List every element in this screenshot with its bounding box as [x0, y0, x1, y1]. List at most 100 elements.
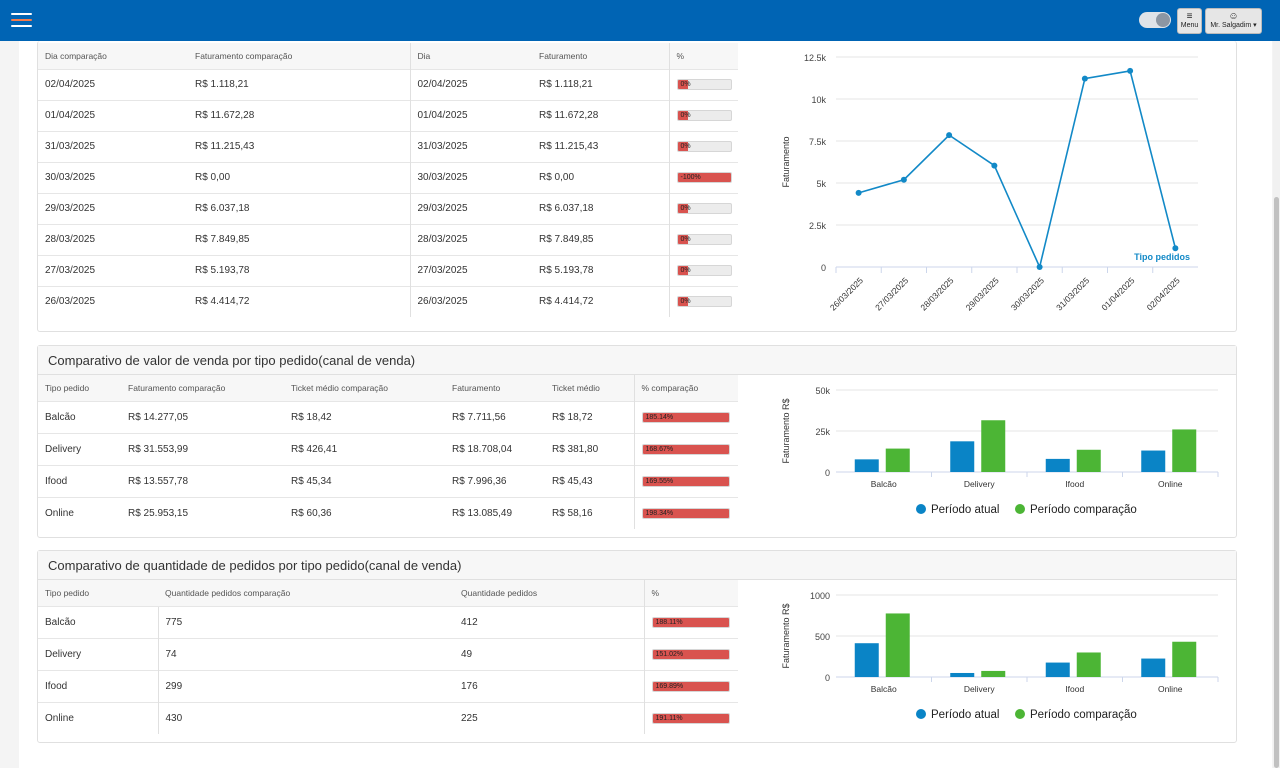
- legend-marker: [916, 709, 926, 719]
- table-row[interactable]: Delivery R$ 31.553,99 R$ 426,41 R$ 18.708,0…: [38, 432, 738, 465]
- table-cell: 31/03/2025: [38, 130, 188, 162]
- menu-button[interactable]: ≡ Menu: [1177, 8, 1202, 34]
- table-cell: R$ 11.672,28: [532, 99, 669, 131]
- table-row[interactable]: Balcão R$ 14.277,05 R$ 18,42 R$ 7.711,56 R$ …: [38, 400, 738, 433]
- table-row[interactable]: 28/03/2025 R$ 7.849,85 28/03/2025 R$ 7.849,…: [38, 223, 738, 255]
- percent-bar-fill: [642, 412, 729, 422]
- column-header: % comparação: [633, 375, 738, 401]
- scrollbar-thumb[interactable]: [1274, 197, 1279, 768]
- table-row[interactable]: Ifood 299 176 169.89%: [38, 669, 738, 702]
- table-cell: Online: [38, 701, 158, 734]
- legend-marker: [916, 504, 926, 514]
- moon-icon: [1156, 13, 1170, 27]
- table-cell: R$ 18,42: [284, 400, 445, 433]
- percent-label: 0%: [680, 143, 691, 150]
- percent-cell: 191.11%: [643, 701, 738, 734]
- percent-bar: 0%: [676, 234, 732, 245]
- percent-cell: 198.34%: [633, 496, 738, 529]
- percent-label: 0%: [680, 267, 691, 274]
- table-row[interactable]: 01/04/2025 R$ 11.672,28 01/04/2025 R$ 11.67…: [38, 99, 738, 131]
- y-axis-title: Faturamento R$: [781, 398, 791, 463]
- data-point: [900, 176, 907, 183]
- percent-bar-fill: [652, 649, 729, 659]
- table-row[interactable]: Delivery 74 49 151.02%: [38, 637, 738, 670]
- table-cell: R$ 13.557,78: [121, 464, 284, 497]
- user-menu-button[interactable]: ☺ Mr. Salgadim ▾: [1205, 8, 1262, 34]
- x-tick-label: Ifood: [1065, 479, 1084, 489]
- table-row[interactable]: Online 430 225 191.11%: [38, 701, 738, 734]
- percent-bar-fill: [677, 204, 689, 213]
- percent-cell: 168.67%: [633, 432, 738, 465]
- table-cell: R$ 31.553,99: [121, 432, 284, 465]
- bar: [1172, 641, 1197, 677]
- table-cell: R$ 45,34: [284, 464, 445, 497]
- bar: [950, 441, 975, 472]
- table-cell: 299: [157, 669, 454, 702]
- table-cell: Delivery: [38, 432, 121, 465]
- table-cell: 225: [454, 701, 644, 734]
- data-point: [855, 189, 862, 196]
- percent-bar: 169.55%: [641, 475, 730, 487]
- table-row[interactable]: Balcão 775 412 188.11%: [38, 605, 738, 638]
- percent-label: 151.02%: [655, 650, 684, 658]
- percent-bar-fill: [642, 444, 729, 454]
- bar: [1076, 449, 1101, 472]
- table-cell: 01/04/2025: [38, 99, 188, 131]
- y-tick-label: 0: [825, 673, 830, 683]
- percent-bar: -100%: [676, 172, 732, 183]
- table-header: Tipo pedido Quantidade pedidos comparaçã…: [38, 580, 738, 606]
- table-cell: R$ 5.193,78: [188, 254, 410, 286]
- series-label: Tipo pedidos: [1134, 252, 1190, 262]
- table-cell: Ifood: [38, 669, 158, 702]
- series-line: [858, 69, 1177, 270]
- bar: [1045, 458, 1070, 472]
- sales-bar-chart: 0 25k 50k Faturamento R$ Balcão Delivery Ifood…: [758, 375, 1228, 537]
- table-cell: R$ 0,00: [188, 161, 410, 193]
- table-row[interactable]: 30/03/2025 R$ 0,00 30/03/2025 R$ 0,00 -100%: [38, 161, 738, 193]
- percent-bar-fill: [652, 617, 729, 627]
- chart-background: [758, 41, 1228, 331]
- percent-bar: 0%: [676, 296, 732, 308]
- table-cell: 02/04/2025: [409, 68, 532, 100]
- column-header: Faturamento comparação: [121, 375, 284, 401]
- table-cell: 49: [454, 637, 644, 670]
- percent-bar-fill: [652, 713, 729, 723]
- legend-marker: [1015, 504, 1025, 514]
- daily-revenue-panel: Dia comparação Faturamento comparação Di…: [37, 41, 1237, 332]
- table-cell: R$ 11.672,28: [188, 99, 410, 131]
- table-row[interactable]: 02/04/2025 R$ 1.118,21 02/04/2025 R$ 1.118,…: [38, 68, 738, 100]
- table-cell: 28/03/2025: [409, 223, 532, 255]
- percent-bar-fill: [642, 476, 729, 486]
- legend-marker: [1015, 709, 1025, 719]
- column-header: Ticket médio: [545, 375, 634, 401]
- percent-cell: 0%: [668, 285, 738, 317]
- table-cell: 30/03/2025: [409, 161, 532, 193]
- user-name: Mr. Salgadim: [1210, 22, 1252, 29]
- hamburger-menu-icon[interactable]: [11, 13, 32, 28]
- x-tick-label: Delivery: [964, 684, 995, 694]
- table-row[interactable]: 27/03/2025 R$ 5.193,78 27/03/2025 R$ 5.193,…: [38, 254, 738, 286]
- table-cell: 02/04/2025: [38, 68, 188, 100]
- table-row[interactable]: Ifood R$ 13.557,78 R$ 45,34 R$ 7.996,36 R$ 4…: [38, 464, 738, 497]
- x-tick-label: Balcão: [871, 479, 897, 489]
- bar: [854, 459, 879, 472]
- column-header: Tipo pedido: [38, 375, 121, 401]
- table-cell: R$ 6.037,18: [188, 192, 410, 224]
- table-row[interactable]: Online R$ 25.953,15 R$ 60,36 R$ 13.085,49 R$…: [38, 496, 738, 529]
- column-header: Faturamento: [445, 375, 545, 401]
- y-axis-title: Faturamento: [781, 136, 791, 187]
- table-header: Dia comparação Faturamento comparação Di…: [38, 43, 738, 69]
- y-tick-label: 0: [821, 263, 826, 273]
- dark-mode-toggle[interactable]: [1139, 12, 1171, 28]
- legend-label: Período comparação: [1030, 504, 1137, 516]
- percent-bar-fill: [677, 111, 689, 120]
- table-row[interactable]: 29/03/2025 R$ 6.037,18 29/03/2025 R$ 6.037,…: [38, 192, 738, 224]
- y-tick-label: 50k: [815, 386, 830, 396]
- table-cell: R$ 426,41: [284, 432, 445, 465]
- y-tick-label: 0: [825, 468, 830, 478]
- bar: [1141, 658, 1166, 677]
- table-row[interactable]: 26/03/2025 R$ 4.414,72 26/03/2025 R$ 4.414,…: [38, 285, 738, 317]
- x-tick-label: Ifood: [1065, 684, 1084, 694]
- table-row[interactable]: 31/03/2025 R$ 11.215,43 31/03/2025 R$ 11.21…: [38, 130, 738, 162]
- percent-label: 0%: [680, 81, 691, 88]
